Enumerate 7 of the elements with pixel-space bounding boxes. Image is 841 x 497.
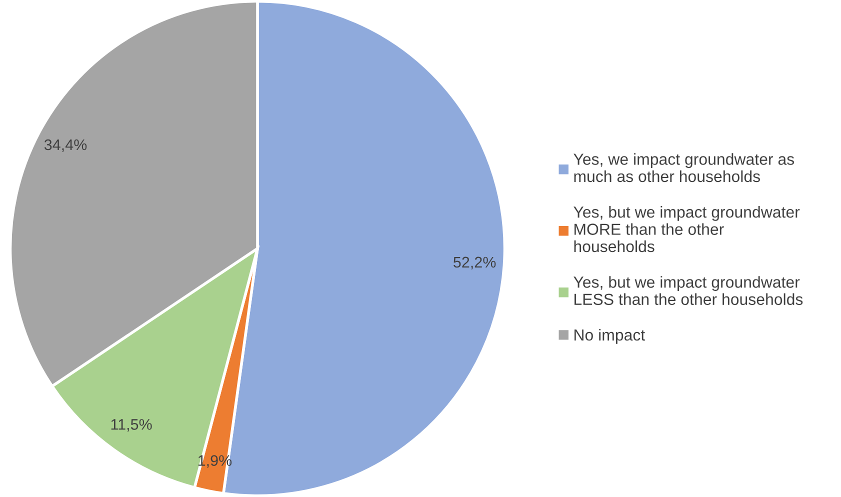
legend-label: Yes, we impact groundwater as much as other households (574, 153, 794, 182)
data-label: 34,4% (44, 139, 87, 152)
legend-label: No impact (574, 328, 645, 344)
data-label: 52,2% (454, 256, 496, 270)
data-label: 11,5% (111, 419, 152, 432)
legend-label: Yes, but we impact groundwater LESS than the other households (574, 276, 803, 306)
legend-label: Yes, but we impact groundwater MORE than the other households (574, 206, 800, 252)
